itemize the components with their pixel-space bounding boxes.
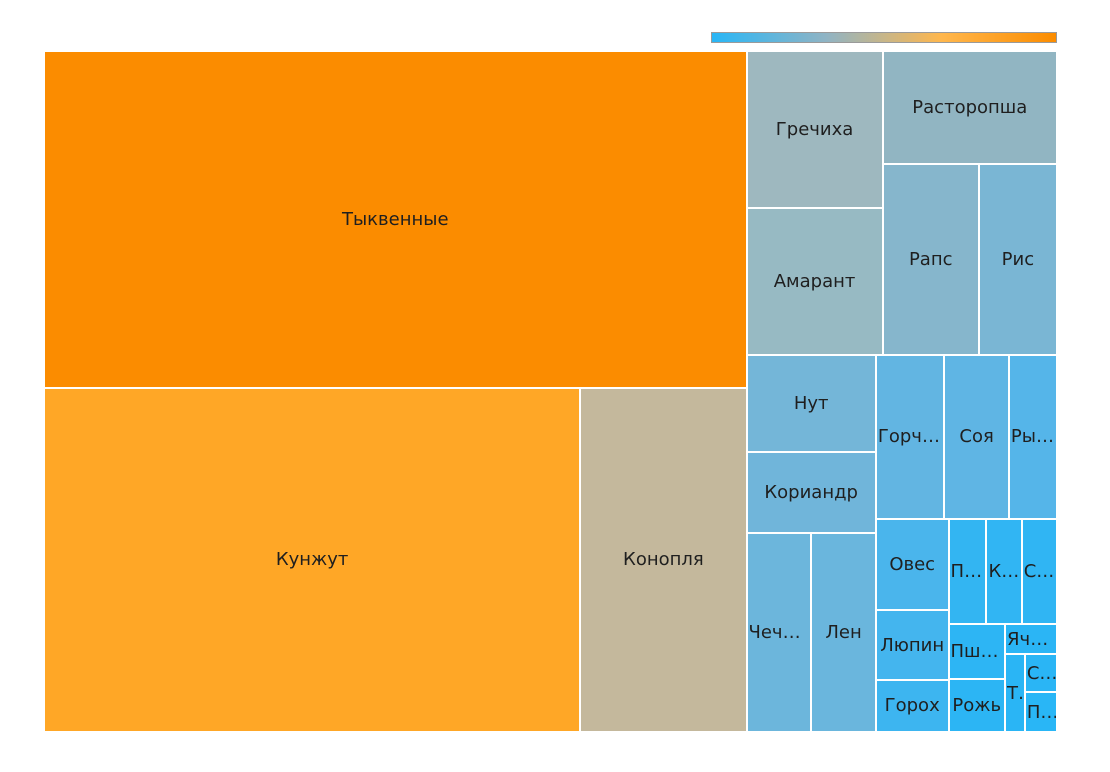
treemap-tile: Просо [948, 518, 987, 624]
treemap-tile: Горчица [875, 354, 945, 519]
treemap-tile: Кунжут [44, 387, 581, 732]
treemap-tile: Чечевица [746, 533, 812, 732]
treemap-tile: Рыжик [1008, 354, 1057, 519]
treemap-tile-label: Ячмень [1007, 628, 1056, 650]
treemap-tile-label: Конопля [623, 549, 704, 571]
treemap-tile: Кориандр [746, 451, 876, 534]
treemap-tile-label: Подсолнечник [1026, 701, 1056, 723]
treemap-tile: Ячмень [1005, 623, 1057, 655]
treemap-tile: Кукуруза [986, 518, 1022, 624]
treemap-tile-label: Кориандр [764, 482, 858, 504]
treemap-tile-label: Просо [950, 560, 986, 582]
treemap-tile: Пшеница [948, 623, 1006, 680]
treemap-tile-label: Рожь [952, 695, 1002, 717]
treemap-tile-label: Кукуруза [988, 560, 1020, 582]
treemap-tile: Гречиха [746, 51, 883, 209]
treemap-tile-label: Нут [793, 392, 829, 414]
treemap-tile: Сафлор [1024, 654, 1057, 693]
treemap-tile: Лен [811, 533, 876, 732]
treemap-tile-label: Горчица [877, 426, 943, 448]
treemap-tile-label: Овес [889, 554, 936, 576]
treemap-tile-label: Соя [959, 426, 994, 448]
treemap-tile: Подсолнечник [1024, 692, 1057, 732]
treemap-tile-label: Сорго [1023, 560, 1056, 582]
color-scale-bar [711, 32, 1057, 43]
treemap-tile: Рис [978, 163, 1057, 355]
treemap-tile: Расторопша [882, 51, 1057, 164]
treemap-tile-label: Гречиха [775, 119, 854, 141]
treemap-tile: Рожь [948, 679, 1006, 732]
treemap-tile: Овес [875, 518, 949, 611]
treemap-tile: Тыквенные [44, 51, 747, 388]
treemap-tile: Сорго [1021, 518, 1057, 624]
treemap-tile-label: Пшеница [950, 641, 1005, 663]
treemap-tile-label: Рапс [908, 248, 953, 270]
treemap-tile-label: Чечевица [748, 622, 811, 644]
treemap-tile-label: Рыжик [1010, 426, 1056, 448]
treemap-tile-label: Сафлор [1026, 662, 1056, 684]
treemap-tile: Нут [746, 354, 876, 452]
treemap-tile-label: Тыквенные [341, 208, 449, 230]
treemap-tile: Соя [944, 354, 1009, 519]
treemap-tile-label: Кунжут [275, 549, 349, 571]
treemap-tile-label: Люпин [880, 634, 945, 656]
treemap-tile: Люпин [875, 610, 949, 680]
treemap-tile-label: Тритикале [1007, 682, 1024, 704]
treemap-tile: Конопля [580, 387, 747, 732]
treemap-tile: Тритикале [1005, 654, 1025, 732]
treemap-tile-label: Амарант [773, 271, 856, 293]
treemap-tile-label: Лен [825, 622, 862, 644]
treemap-tile-label: Расторопша [912, 96, 1028, 118]
treemap-tile: Рапс [882, 163, 979, 355]
treemap-tile: Амарант [746, 208, 883, 355]
treemap-tile: Горох [875, 679, 949, 732]
treemap: Тыквенные Кунжут Конопля Гречиха Амарант Раст… [44, 51, 1057, 732]
treemap-tile-label: Рис [1001, 248, 1035, 270]
treemap-tile-label: Горох [884, 695, 940, 717]
